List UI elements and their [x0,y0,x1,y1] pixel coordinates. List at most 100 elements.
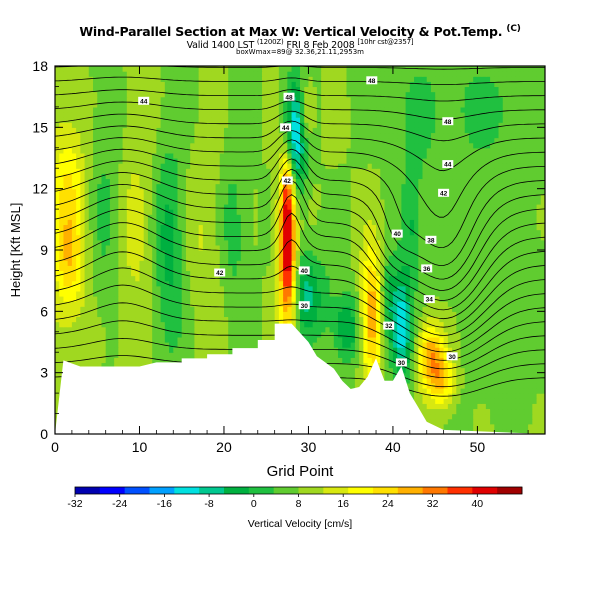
velocity-cell [181,347,187,353]
velocity-cell [452,290,457,297]
velocity-cell [460,239,466,246]
velocity-cell [506,418,512,425]
velocity-cell [253,342,259,348]
velocity-cell [485,306,491,312]
velocity-cell [84,229,90,236]
velocity-cell [67,224,73,231]
velocity-cell [430,260,436,266]
velocity-cell [147,357,153,364]
velocity-cell [257,280,263,287]
velocity-cell [240,214,246,220]
velocity-cell [532,428,538,434]
velocity-cell [101,239,107,246]
velocity-cell [414,388,419,394]
velocity-cell [430,306,436,312]
velocity-cell [333,362,339,369]
velocity-cell [118,285,124,292]
velocity-cell [376,296,381,302]
velocity-cell [519,214,525,220]
velocity-cell [477,347,483,353]
velocity-cell [350,234,356,241]
velocity-cell [325,357,331,364]
velocity-cell [325,214,331,220]
velocity-cell [245,270,250,277]
velocity-cell [359,326,364,333]
velocity-cell [490,219,495,226]
velocity-cell [435,418,440,425]
velocity-cell [329,357,335,364]
velocity-cell [481,367,487,374]
velocity-cell [430,214,436,220]
velocity-cell [194,326,200,333]
velocity-cell [194,275,200,282]
velocity-cell [160,311,166,318]
velocity-cell [536,403,542,410]
velocity-cell [477,393,483,399]
velocity-cell [523,321,529,328]
velocity-cell [257,296,263,302]
velocity-cell [426,280,432,287]
velocity-cell [363,316,369,323]
velocity-cell [173,250,179,256]
velocity-cell [63,357,69,364]
velocity-cell [270,265,276,272]
velocity-cell [532,408,538,415]
velocity-cell [190,326,195,333]
velocity-cell [240,301,246,307]
velocity-cell [325,311,331,318]
velocity-cell [346,275,352,282]
velocity-cell [270,301,276,307]
velocity-cell [519,301,525,307]
velocity-cell [194,285,200,292]
velocity-cell [131,229,136,236]
velocity-cell [528,321,533,328]
velocity-cell [354,372,360,379]
velocity-cell [414,372,419,379]
velocity-cell [266,229,272,236]
velocity-cell [88,255,94,261]
velocity-cell [490,244,495,251]
velocity-cell [485,336,491,343]
velocity-cell [160,250,166,256]
velocity-cell [452,244,457,251]
velocity-cell [156,270,162,277]
velocity-cell [287,239,293,246]
velocity-cell [367,336,373,343]
velocity-cell [88,331,94,338]
velocity-cell [397,347,402,353]
velocity-cell [532,372,538,379]
velocity-cell [354,367,360,374]
velocity-cell [528,388,533,394]
velocity-cell [371,239,377,246]
velocity-cell [80,275,86,282]
velocity-cell [536,290,542,297]
velocity-cell [177,321,183,328]
velocity-cell [418,260,424,266]
velocity-cell [228,296,234,302]
velocity-cell [207,244,212,251]
velocity-cell [156,326,162,333]
velocity-cell [392,219,398,226]
velocity-cell [380,219,386,226]
velocity-cell [447,239,453,246]
velocity-cell [376,357,381,364]
velocity-cell [363,342,369,348]
velocity-cell [439,316,445,323]
velocity-cell [468,377,474,384]
velocity-cell [232,250,238,256]
velocity-cell [67,255,73,261]
velocity-cell [443,234,449,241]
velocity-cell [202,321,208,328]
velocity-cell [485,234,491,241]
velocity-cell [122,260,128,266]
velocity-cell [287,260,293,266]
velocity-cell [156,331,162,338]
velocity-cell [485,347,491,353]
velocity-cell [329,260,335,266]
velocity-cell [97,352,103,358]
velocity-cell [460,270,466,277]
velocity-cell [321,306,326,312]
velocity-cell [443,306,449,312]
velocity-cell [473,244,479,251]
velocity-cell [173,260,179,266]
